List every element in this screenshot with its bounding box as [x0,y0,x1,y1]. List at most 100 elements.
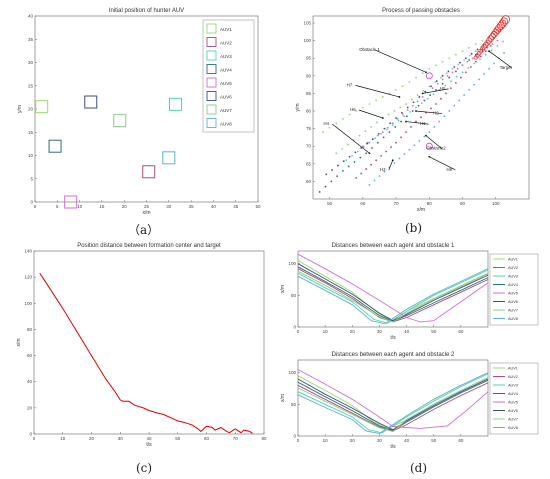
legend-label: AUV1 [508,367,518,371]
track-point [451,67,454,70]
track-point [395,89,397,91]
annotation-arrowhead [488,50,491,53]
track-point [435,80,438,83]
track-point [436,82,439,85]
track-point [433,125,436,128]
x-tick-label: 80 [427,201,433,206]
track-point [416,94,419,97]
track-point [368,141,371,144]
track-point [356,150,359,153]
track-point [385,150,388,153]
series-line [297,268,489,325]
x-tick-label: 10 [323,329,329,334]
legend-label: AUV1 [220,27,232,32]
track-point [398,157,401,160]
x-tick-label: 0 [34,204,37,209]
track-point [401,113,404,116]
track-point [361,145,364,148]
x-tick-label: 50 [175,436,181,441]
track-point [375,159,378,162]
x-axis-label: x/m [417,207,425,213]
series-line [297,369,489,429]
track-point [463,59,466,61]
track-point [371,138,374,141]
legend-label: AUV2 [508,266,518,270]
y-tick-label: 120 [24,275,32,280]
legend-label: AUV4 [220,68,232,73]
chart-b: Process of passing obstacles 50 60 70 80 90 10… [295,8,530,213]
track-point [441,78,444,81]
legend-label: AUV8 [508,426,518,430]
chart-d1: Distances between each agent and obstacl… [280,243,539,341]
track-point [468,89,471,91]
track-point [461,64,464,67]
track-point [400,136,402,139]
track-point [403,115,406,118]
track-point [423,135,426,138]
chart-title: Initial position of hunter AUV [109,8,184,14]
track-point [393,162,396,164]
track-point [365,168,368,170]
track-point [454,53,457,56]
series-line [297,382,489,432]
legend-label: AUV6 [508,409,518,413]
target-marker [493,26,502,34]
x-tick-label: 90 [460,201,466,206]
track-point [473,83,476,86]
track-point [378,175,381,178]
track-point [358,134,361,137]
track-point [448,76,451,79]
annotation-arrowhead [381,117,384,119]
annotation-label: H3 [380,167,386,172]
track-point [408,81,411,83]
track-point [341,147,343,150]
track-point [325,173,328,176]
track-point [496,39,499,42]
track-point [330,180,333,183]
x-tick-label: 5 [56,204,59,209]
legend-swatch [206,23,217,34]
track-point [463,94,466,97]
legend-label: AUV3 [508,275,518,279]
track-point [375,99,378,102]
track-point [365,152,368,155]
y-axis-label: y/m [295,103,301,111]
track-point [371,147,373,149]
track-point [453,66,456,68]
track-point [397,119,400,122]
track-point [435,89,437,91]
y-tick-label: 0 [293,434,296,439]
track-point [416,100,419,103]
track-point [409,110,412,113]
track-point [418,96,421,98]
track-point [464,71,467,74]
track-point [430,85,432,88]
track-point [347,165,350,168]
track-point [322,131,324,134]
legend-label: AUV5 [220,81,232,86]
x-tick-label: 25 [144,204,150,209]
annotation-arrow [425,135,443,150]
x-tick-label: 0 [33,436,36,441]
track-point [383,127,386,130]
track-point [366,142,368,145]
annotation-arrow [429,156,456,171]
legend-label: AUV3 [220,54,232,59]
track-point [474,60,477,63]
y-tick-label: 35 [28,37,34,42]
track-point [456,67,459,70]
x-tick-label: 45 [233,204,239,209]
track-point [476,48,479,51]
track-point [459,61,461,64]
auv-marker [113,114,127,128]
x-tick-label: 50 [431,329,437,334]
x-axis-label: t/s [390,335,396,341]
track-point [435,64,437,67]
obstacle-marker [425,142,433,150]
track-point [466,60,469,63]
y-axis-label: y/m [17,105,23,113]
y-tick-label: 95 [306,56,312,61]
y-tick-label: 100 [288,261,296,266]
annotation-arrow [488,50,512,69]
annotation-label: Target [500,65,513,70]
